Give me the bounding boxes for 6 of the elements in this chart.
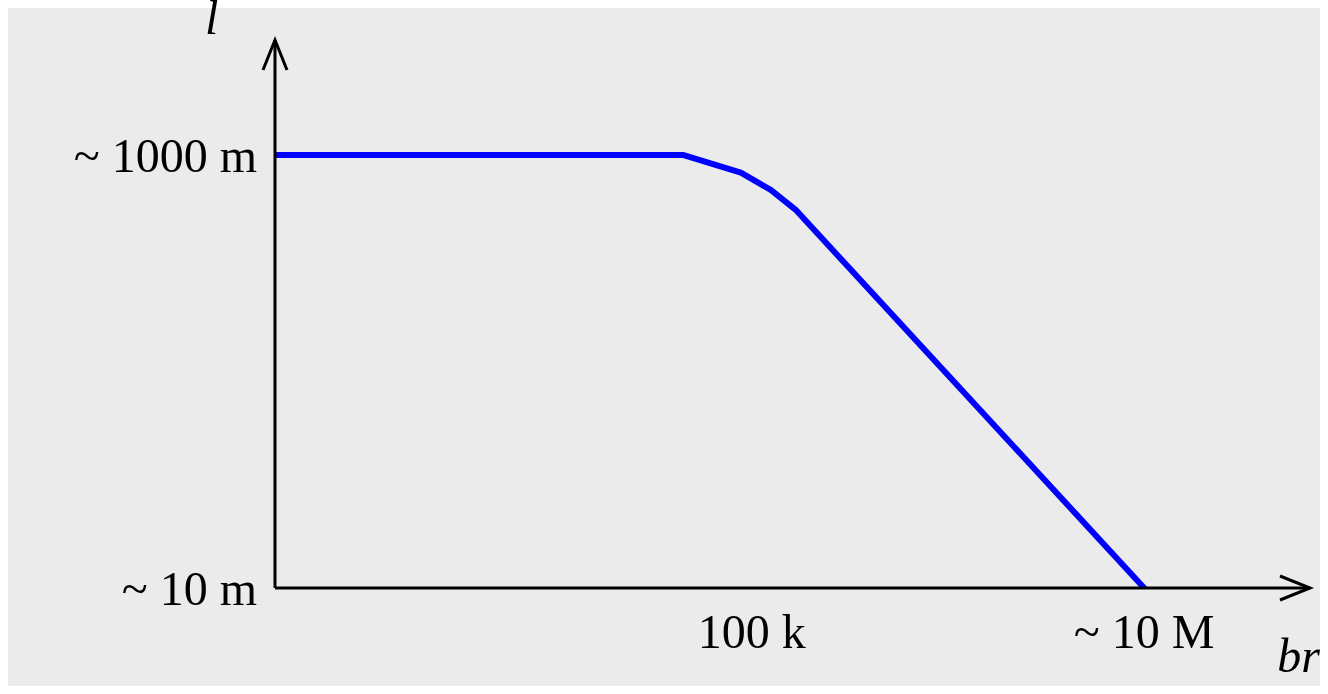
x-tick-label: 100 k [697,605,806,659]
y-axis-title: l [205,0,219,45]
y-tick-label: ~ 1000 m [73,129,257,183]
y-tick-label: ~ 10 m [121,562,257,616]
x-tick-label: ~ 10 M [1073,605,1215,659]
x-axis-title: br [1277,628,1320,683]
